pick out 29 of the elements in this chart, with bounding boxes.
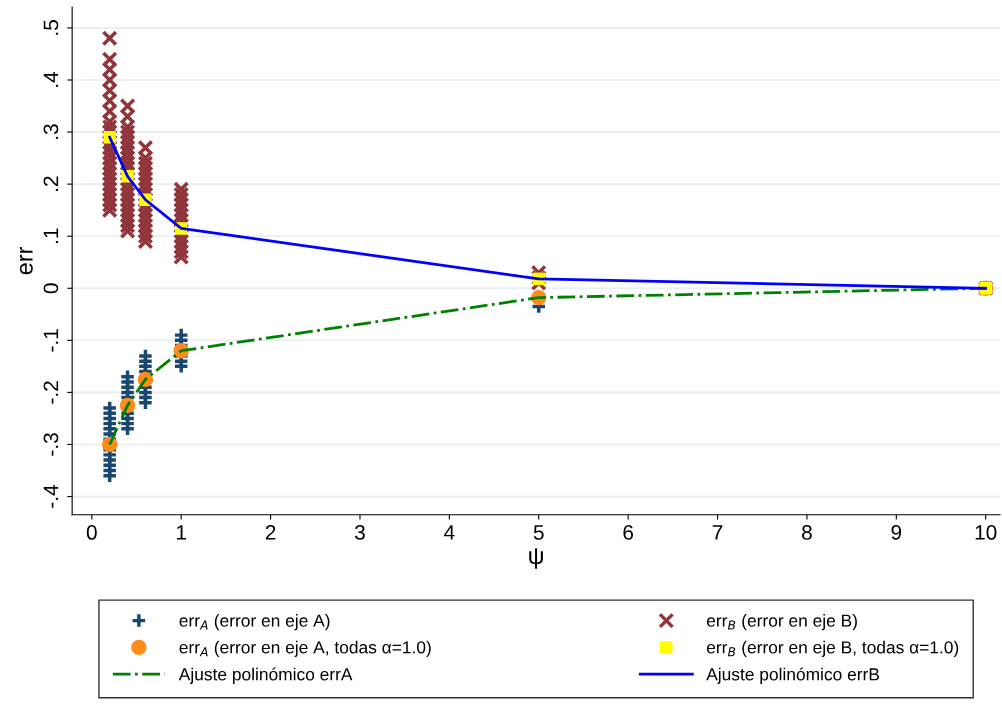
y-tick-label: .1 — [43, 228, 59, 243]
x-tick-label: 7 — [712, 525, 723, 540]
legend-label: Ajuste polinómico errB — [706, 667, 879, 684]
y-axis-title: err — [19, 246, 33, 275]
x-tick-label: 5 — [533, 525, 544, 540]
y-tick-label: -.2 — [43, 381, 59, 404]
legend-label: err$_{A}$ (error en eje A) — [179, 614, 330, 631]
x-axis-title: ψ — [529, 548, 543, 569]
x-tick-label: 0 — [86, 525, 97, 540]
x-tick-label: 9 — [891, 525, 902, 540]
y-tick-label: .2 — [43, 176, 59, 191]
x-tick-label: 8 — [802, 525, 812, 540]
legend-label: err$_{B}$ (error en eje B, todas α=1.0) — [706, 640, 959, 657]
legend-label: Ajuste polinómico errA — [178, 667, 353, 684]
y-tick-label: .4 — [43, 71, 59, 87]
y-tick-label: 0 — [43, 283, 59, 294]
legend-label: err$_{A}$ (error en eje A, todas α=1.0) — [179, 640, 431, 657]
x-tick-label: 2 — [265, 525, 276, 540]
x-tick-label: 3 — [354, 525, 365, 540]
x-tick-label: 1 — [176, 525, 186, 540]
legend-label: err$_{B}$ (error en eje B) — [706, 614, 857, 631]
x-tick-label: 4 — [444, 525, 455, 540]
y-tick-label: .5 — [43, 20, 59, 35]
x-tick-label: 10 — [975, 525, 997, 540]
x-tick-label: 6 — [623, 525, 634, 540]
y-tick-label: -.1 — [43, 329, 59, 352]
y-tick-label: -.4 — [43, 484, 59, 508]
y-tick-label: .3 — [43, 124, 59, 139]
y-tick-label: -.3 — [43, 433, 59, 456]
